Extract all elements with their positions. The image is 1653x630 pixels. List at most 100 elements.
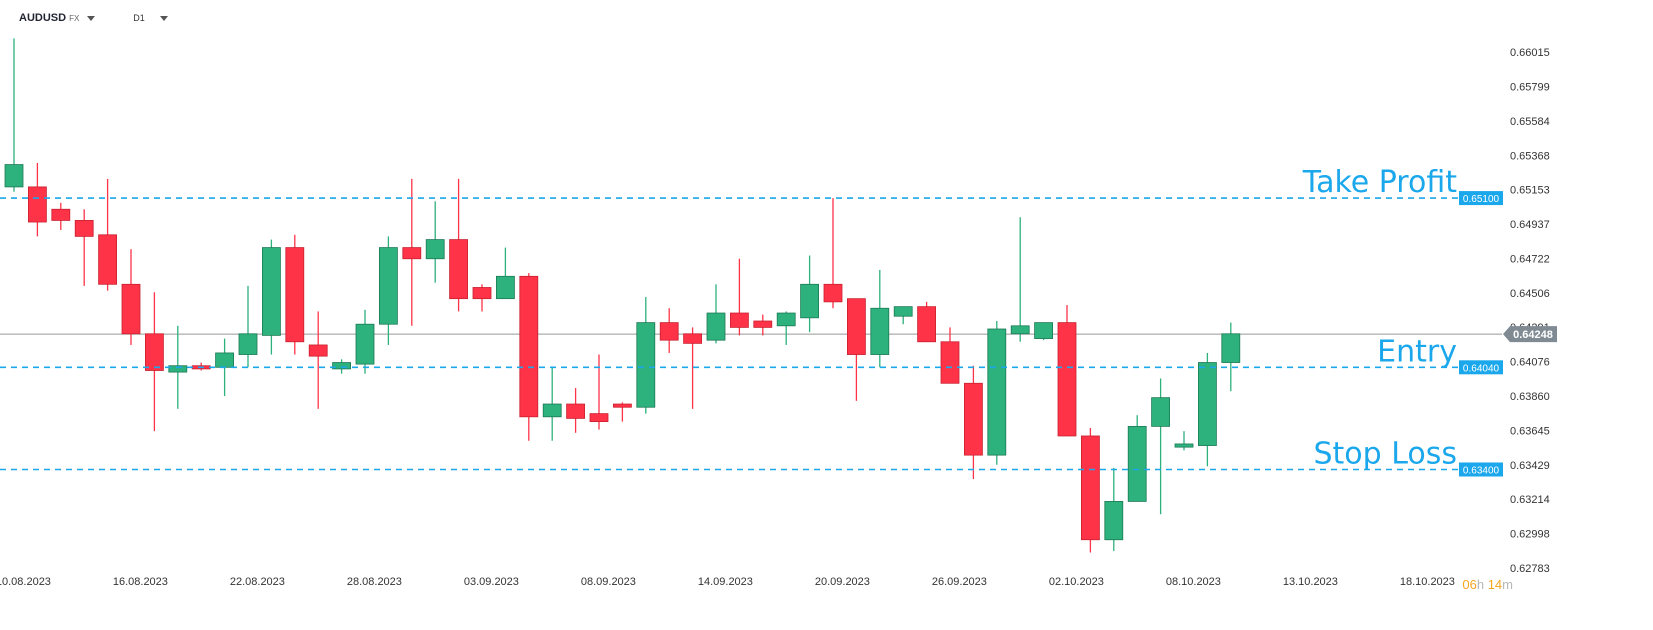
x-tick-label: 13.10.2023 xyxy=(1283,576,1338,588)
candle-body xyxy=(472,287,492,300)
candle-body xyxy=(1221,333,1241,363)
level-price-tag-label: 0.64040 xyxy=(1463,363,1500,374)
candle-body xyxy=(1198,362,1217,446)
y-tick-label: 0.66015 xyxy=(1510,47,1550,59)
level-label: Entry xyxy=(1377,334,1457,369)
candle-body xyxy=(683,333,702,344)
candle-body xyxy=(144,333,164,371)
candle-body xyxy=(566,403,585,419)
candle-body xyxy=(449,239,469,300)
candle-body xyxy=(168,365,188,373)
candle-body xyxy=(964,382,983,456)
x-tick-label: 14.09.2023 xyxy=(698,576,753,588)
candle-body xyxy=(987,328,1007,456)
y-tick-label: 0.65368 xyxy=(1510,150,1550,162)
candle-body xyxy=(870,307,890,355)
x-tick-label: 22.08.2023 xyxy=(230,576,285,588)
symbol-dropdown-icon[interactable] xyxy=(87,15,96,21)
candle-body xyxy=(378,247,398,325)
candle-body xyxy=(74,220,94,237)
x-tick-label: 20.09.2023 xyxy=(815,576,870,588)
candle-body xyxy=(847,298,866,355)
candle-body xyxy=(332,362,352,370)
y-tick-label: 0.65153 xyxy=(1510,185,1550,197)
countdown-hours-unit: h xyxy=(1476,577,1485,592)
x-tick-label: 02.10.2023 xyxy=(1049,576,1104,588)
candle-body xyxy=(1034,322,1053,339)
timeframe-dropdown-icon[interactable] xyxy=(159,15,168,21)
candle-body xyxy=(308,344,328,357)
symbol-name[interactable]: AUDUSD xyxy=(19,12,67,24)
y-tick-label: 0.63429 xyxy=(1510,460,1550,472)
candle-body xyxy=(519,275,539,418)
level-price-tag xyxy=(1459,191,1503,206)
level-price-tag-label: 0.63400 xyxy=(1463,465,1500,476)
candle-body xyxy=(98,234,117,285)
candle-body xyxy=(1151,397,1170,427)
chart-toolbar: AUDUSD FX D1 xyxy=(19,10,168,26)
symbol-type: FX xyxy=(69,13,80,23)
candle-body xyxy=(823,283,843,303)
candle-body xyxy=(238,333,258,355)
candle-body xyxy=(917,306,936,343)
x-tick-label: 08.09.2023 xyxy=(581,576,636,588)
y-tick-label: 0.65584 xyxy=(1510,116,1550,128)
candle-body xyxy=(4,164,24,188)
candle-body xyxy=(753,320,773,328)
level-price-tag xyxy=(1459,360,1503,375)
x-tick-label: 03.09.2023 xyxy=(464,576,519,588)
candle-body xyxy=(495,275,515,300)
candle-body xyxy=(730,312,749,328)
y-tick-label: 0.63645 xyxy=(1510,425,1550,437)
y-tick-label: 0.62783 xyxy=(1510,563,1550,575)
y-tick-label: 0.63214 xyxy=(1510,494,1550,506)
candle-body xyxy=(1127,425,1147,502)
countdown-minutes-unit: m xyxy=(1502,577,1513,592)
x-tick-label: 26.09.2023 xyxy=(932,576,987,588)
y-tick-label: 0.63860 xyxy=(1510,391,1550,403)
level-label: Stop Loss xyxy=(1313,436,1457,471)
timeframe-selector[interactable]: D1 xyxy=(133,13,145,23)
countdown-hours: 06 xyxy=(1462,577,1477,592)
countdown-minutes: 14 xyxy=(1487,577,1503,592)
candle-countdown: 06h 14m xyxy=(1462,577,1513,592)
y-tick-label: 0.65799 xyxy=(1510,81,1550,93)
candle-body xyxy=(121,283,141,335)
current-price-tag xyxy=(1503,326,1557,343)
candle-body xyxy=(261,247,281,336)
candle-body xyxy=(285,247,305,343)
x-tick-label: 10.08.2023 xyxy=(0,576,51,588)
candle-body xyxy=(402,247,422,260)
candle-body xyxy=(800,283,819,319)
candle-body xyxy=(215,352,235,368)
candle-body xyxy=(1057,322,1077,437)
y-tick-label: 0.64722 xyxy=(1510,253,1550,265)
candle-body xyxy=(542,403,562,418)
candle-body xyxy=(776,312,796,327)
candle-body xyxy=(51,208,71,221)
x-tick-label: 28.08.2023 xyxy=(347,576,402,588)
level-price-tag-label: 0.65100 xyxy=(1463,194,1500,205)
candle-body xyxy=(613,403,632,408)
y-tick-label: 0.62998 xyxy=(1510,529,1550,541)
x-tick-label: 16.08.2023 xyxy=(113,576,168,588)
candle-body xyxy=(1081,435,1100,541)
candle-body xyxy=(1174,443,1194,448)
candle-body xyxy=(636,322,656,408)
candle-body xyxy=(940,341,960,384)
level-price-tag xyxy=(1459,462,1503,477)
y-tick-label: 0.64937 xyxy=(1510,219,1550,231)
candle-body xyxy=(589,413,609,422)
candle-body xyxy=(355,323,375,365)
candle-body xyxy=(706,312,726,341)
candle-body xyxy=(1010,325,1030,335)
candle-body xyxy=(893,306,913,317)
candle-body xyxy=(659,322,679,341)
current-price-tag-label: 0.64248 xyxy=(1513,329,1553,341)
y-tick-label: 0.64076 xyxy=(1510,357,1550,369)
y-tick-label: 0.64506 xyxy=(1510,288,1550,300)
level-label: Take Profit xyxy=(1302,165,1458,200)
candle-body xyxy=(1104,501,1124,541)
x-tick-label: 08.10.2023 xyxy=(1166,576,1221,588)
